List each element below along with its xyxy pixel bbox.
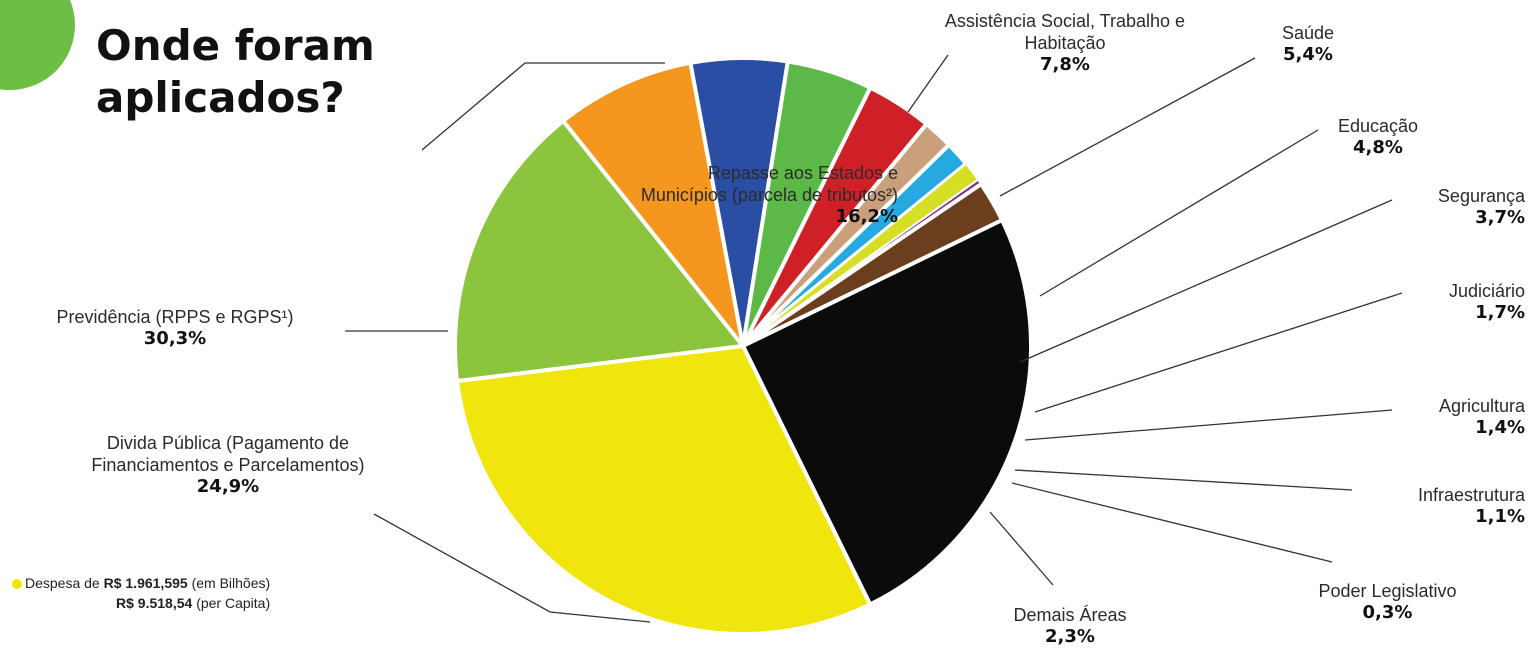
leader-line bbox=[373, 513, 651, 623]
slice-label-name: Segurança bbox=[1437, 186, 1525, 206]
slice-label-value: 1,1% bbox=[1475, 506, 1525, 527]
footnote-prefix: Despesa de bbox=[25, 575, 100, 591]
slice-label-name: Demais Áreas bbox=[1013, 605, 1127, 625]
title-line-1: Onde foram bbox=[96, 21, 375, 70]
slice-label: Agricultura 1,4% bbox=[1395, 395, 1525, 439]
footnote-per-capita-unit: (per Capita) bbox=[196, 595, 271, 611]
slice-label-name: Repasse aos Estados e Municípios (parcel… bbox=[640, 163, 898, 205]
slice-label: Saúde 5,4% bbox=[1238, 22, 1378, 66]
slice-label: Demais Áreas 2,3% bbox=[985, 604, 1155, 648]
pie-slice bbox=[741, 218, 1033, 607]
slice-label-name: Previdência (RPPS e RGPS¹) bbox=[56, 307, 294, 327]
slice-label: Repasse aos Estados e Municípios (parcel… bbox=[478, 162, 898, 228]
slice-label: Infraestrutura 1,1% bbox=[1330, 484, 1525, 528]
footnote-total-amount: R$ 1.961,595 bbox=[103, 575, 188, 591]
pie-slice bbox=[453, 118, 745, 384]
slice-label-name: Educação bbox=[1337, 116, 1419, 136]
slice-label: Divida Pública (Pagamento de Financiamen… bbox=[28, 432, 428, 498]
title-line-2: aplicados? bbox=[96, 73, 345, 122]
slice-label-name: Infraestrutura bbox=[1417, 485, 1525, 505]
slice-label-name: Saúde bbox=[1281, 23, 1335, 43]
footnote: Despesa de R$ 1.961,595 (em Bilhões) R$ … bbox=[12, 573, 270, 613]
slice-label: Poder Legislativo 0,3% bbox=[1290, 580, 1485, 624]
slice-label-value: 4,8% bbox=[1353, 137, 1403, 158]
slice-label-value: 3,7% bbox=[1475, 207, 1525, 228]
slice-label-value: 5,4% bbox=[1283, 44, 1333, 65]
leader-line bbox=[1034, 292, 1403, 413]
leader-line bbox=[907, 54, 949, 113]
slice-label-name: Poder Legislativo bbox=[1318, 581, 1457, 601]
leader-line bbox=[421, 62, 665, 151]
slice-label: Judiciário 1,7% bbox=[1395, 280, 1525, 324]
slice-label: Educação 4,8% bbox=[1318, 115, 1438, 159]
slice-label-value: 30,3% bbox=[143, 328, 207, 349]
slice-label-value: 16,2% bbox=[835, 206, 898, 227]
leader-line bbox=[1011, 482, 1333, 563]
leader-line bbox=[1039, 129, 1319, 297]
footnote-line-2: R$ 9.518,54 (per Capita) bbox=[12, 593, 270, 613]
footnote-line-1: Despesa de R$ 1.961,595 (em Bilhões) bbox=[12, 573, 270, 593]
slice-label-name: Assistência Social, Trabalho e Habitação bbox=[944, 11, 1186, 53]
slice-label-value: 2,3% bbox=[1045, 626, 1095, 647]
slice-label-name: Divida Pública (Pagamento de Financiamen… bbox=[91, 433, 365, 475]
leader-line bbox=[1014, 469, 1353, 491]
leader-line bbox=[989, 511, 1054, 586]
slice-label-value: 1,4% bbox=[1475, 417, 1525, 438]
leader-line bbox=[1024, 409, 1393, 441]
slice-label-name: Judiciário bbox=[1448, 281, 1525, 301]
pie-slice bbox=[455, 344, 873, 636]
slice-label-value: 0,3% bbox=[1362, 602, 1413, 623]
leader-line bbox=[1019, 199, 1393, 363]
pie-slice bbox=[561, 60, 745, 348]
slice-label-value: 24,9% bbox=[196, 476, 260, 497]
footnote-per-capita-amount: R$ 9.518,54 bbox=[116, 595, 193, 611]
slice-label-value: 7,8% bbox=[1040, 54, 1090, 75]
footnote-total-unit: (em Bilhões) bbox=[191, 575, 271, 591]
slice-label: Previdência (RPPS e RGPS¹) 30,3% bbox=[10, 306, 340, 350]
leader-line bbox=[999, 57, 1256, 197]
footnote-bullet-icon bbox=[12, 579, 22, 590]
slice-label-name: Agricultura bbox=[1438, 396, 1525, 416]
slice-label: Assistência Social, Trabalho e Habitação… bbox=[905, 10, 1225, 76]
page-title: Onde foram aplicados? bbox=[96, 20, 375, 124]
slice-label: Segurança 3,7% bbox=[1395, 185, 1525, 229]
slice-label-value: 1,7% bbox=[1475, 302, 1525, 323]
